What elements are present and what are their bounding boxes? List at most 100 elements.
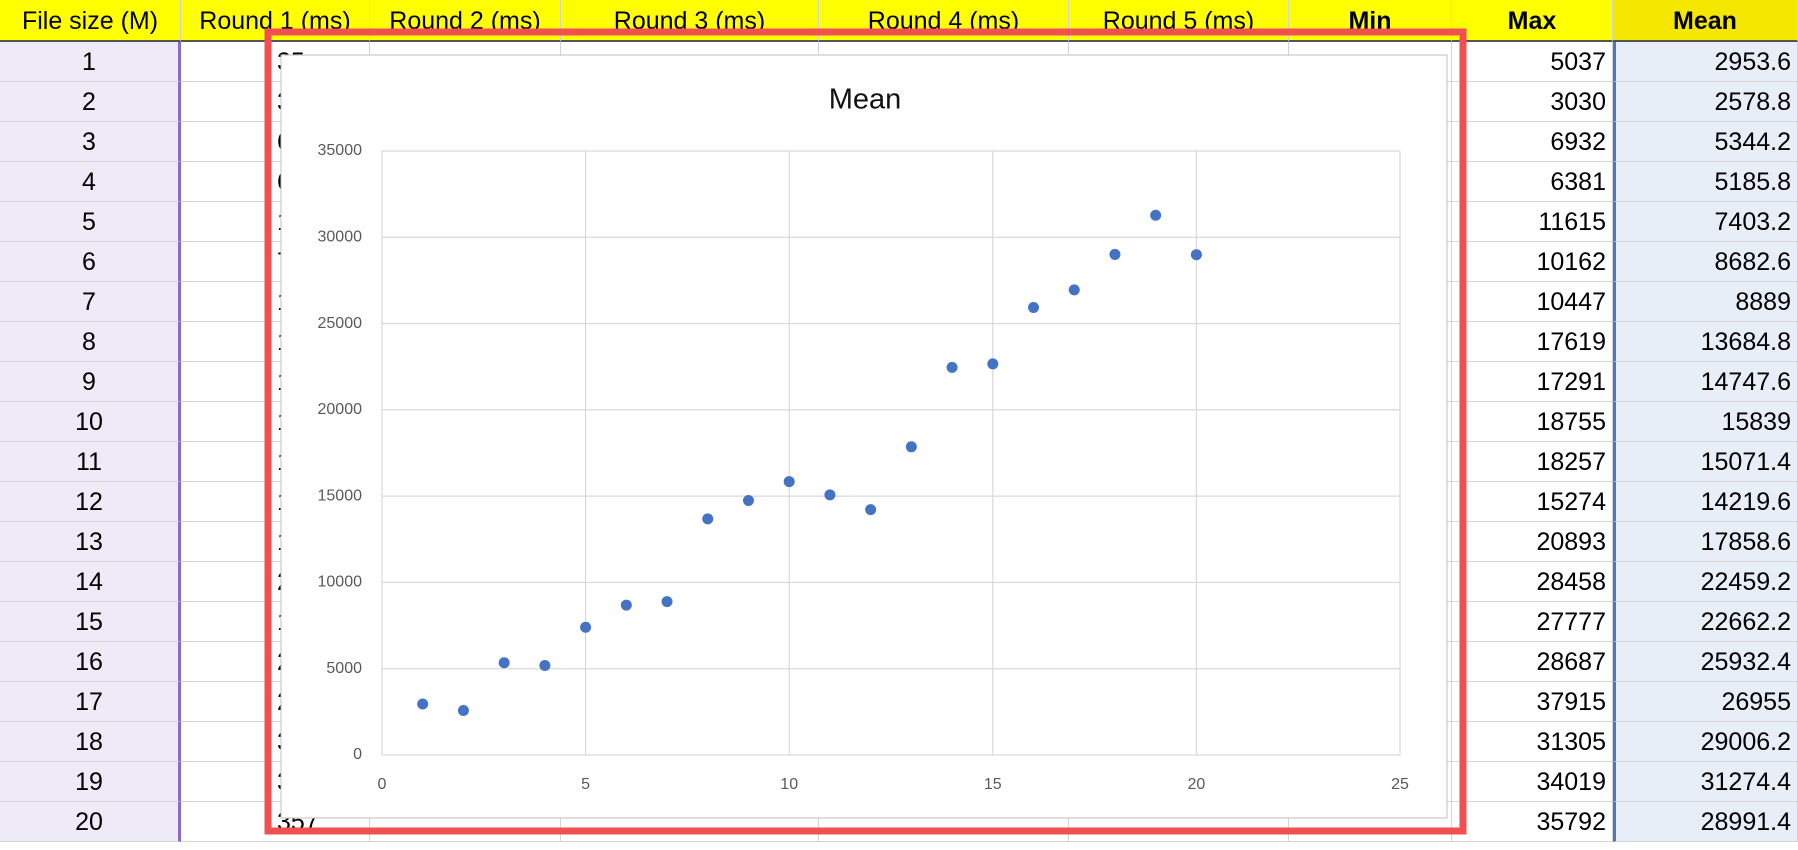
point (946, 361, 958, 373)
file-size-cell[interactable]: 10 (0, 402, 181, 442)
empty-cell[interactable] (561, 802, 819, 842)
empty-cell[interactable] (1069, 802, 1289, 842)
mean-cell[interactable]: 29006.2 (1613, 722, 1798, 762)
file-size-cell[interactable]: 12 (0, 482, 181, 522)
point (457, 704, 469, 716)
file-size-cell[interactable]: 8 (0, 322, 181, 362)
file-size-cell[interactable]: 6 (0, 242, 181, 282)
max-cell[interactable]: 18755 (1452, 402, 1613, 442)
max-cell[interactable]: 37915 (1452, 682, 1613, 722)
y-tick-label: 5000 (326, 660, 362, 677)
mean-cell[interactable]: 22662.2 (1613, 602, 1798, 642)
point (987, 358, 999, 370)
chart-title: Mean (829, 84, 902, 116)
mean-cell[interactable]: 13684.8 (1613, 322, 1798, 362)
mean-cell[interactable]: 2953.6 (1613, 42, 1798, 82)
max-cell[interactable]: 17291 (1452, 362, 1613, 402)
file-size-cell[interactable]: 13 (0, 522, 181, 562)
file-size-cell[interactable]: 20 (0, 802, 181, 842)
file-size-cell[interactable]: 18 (0, 722, 181, 762)
max-cell[interactable]: 27777 (1452, 602, 1613, 642)
file-size-cell[interactable]: 5 (0, 202, 181, 242)
y-tick-label: 0 (353, 746, 362, 763)
mean-cell[interactable]: 7403.2 (1613, 202, 1798, 242)
point (702, 513, 714, 525)
column-header[interactable]: File size (M) (0, 0, 181, 42)
point (824, 489, 836, 501)
max-cell[interactable]: 34019 (1452, 762, 1613, 802)
y-tick-label: 20000 (318, 401, 363, 418)
x-tick-label: 5 (581, 776, 590, 793)
max-cell[interactable]: 3030 (1452, 82, 1613, 122)
point (865, 504, 877, 516)
file-size-cell[interactable]: 19 (0, 762, 181, 802)
mean-cell[interactable]: 28991.4 (1613, 802, 1798, 842)
y-tick-label: 30000 (318, 229, 363, 246)
point (620, 599, 632, 611)
file-size-cell[interactable]: 15 (0, 602, 181, 642)
max-cell[interactable]: 28458 (1452, 562, 1613, 602)
empty-cell[interactable] (819, 802, 1069, 842)
empty-cell[interactable] (370, 802, 561, 842)
mean-cell[interactable]: 2578.8 (1613, 82, 1798, 122)
max-cell[interactable]: 5037 (1452, 42, 1613, 82)
mean-cell[interactable]: 5344.2 (1613, 122, 1798, 162)
file-size-cell[interactable]: 2 (0, 82, 181, 122)
y-tick-label: 35000 (318, 142, 363, 159)
mean-cell[interactable]: 26955 (1613, 682, 1798, 722)
max-cell[interactable]: 18257 (1452, 442, 1613, 482)
max-cell[interactable]: 15274 (1452, 482, 1613, 522)
mean-cell[interactable]: 8889 (1613, 282, 1798, 322)
point (580, 621, 592, 633)
point (661, 596, 673, 608)
point (1028, 301, 1040, 313)
mean-cell[interactable]: 15071.4 (1613, 442, 1798, 482)
x-tick-label: 20 (1188, 776, 1206, 793)
mean-cell[interactable]: 22459.2 (1613, 562, 1798, 602)
column-header[interactable]: Mean (1613, 0, 1798, 42)
point (905, 441, 917, 453)
mean-cell[interactable]: 25932.4 (1613, 642, 1798, 682)
max-cell[interactable]: 10447 (1452, 282, 1613, 322)
file-size-cell[interactable]: 4 (0, 162, 181, 202)
mean-cell[interactable]: 14747.6 (1613, 362, 1798, 402)
x-tick-label: 25 (1391, 776, 1409, 793)
mean-cell[interactable]: 14219.6 (1613, 482, 1798, 522)
max-cell[interactable]: 10162 (1452, 242, 1613, 282)
file-size-cell[interactable]: 16 (0, 642, 181, 682)
point (1190, 249, 1202, 261)
file-size-cell[interactable]: 1 (0, 42, 181, 82)
file-size-cell[interactable]: 11 (0, 442, 181, 482)
y-tick-label: 10000 (318, 574, 363, 591)
file-size-cell[interactable]: 9 (0, 362, 181, 402)
mean-cell[interactable]: 31274.4 (1613, 762, 1798, 802)
max-cell[interactable]: 35792 (1452, 802, 1613, 842)
max-cell[interactable]: 6932 (1452, 122, 1613, 162)
max-cell[interactable]: 6381 (1452, 162, 1613, 202)
y-tick-label: 25000 (318, 315, 363, 332)
max-cell[interactable]: 20893 (1452, 522, 1613, 562)
max-cell[interactable]: 11615 (1452, 202, 1613, 242)
point (417, 698, 429, 710)
point (1150, 209, 1162, 221)
max-cell[interactable]: 28687 (1452, 642, 1613, 682)
file-size-cell[interactable]: 7 (0, 282, 181, 322)
max-cell[interactable]: 17619 (1452, 322, 1613, 362)
mean-cell[interactable]: 17858.6 (1613, 522, 1798, 562)
chart-area[interactable] (280, 54, 1448, 819)
x-tick-label: 15 (984, 776, 1002, 793)
file-size-cell[interactable]: 3 (0, 122, 181, 162)
mean-cell[interactable]: 8682.6 (1613, 242, 1798, 282)
max-cell[interactable]: 31305 (1452, 722, 1613, 762)
empty-cell[interactable] (1289, 802, 1452, 842)
column-header[interactable]: Max (1452, 0, 1613, 42)
point (742, 494, 754, 506)
file-size-cell[interactable]: 17 (0, 682, 181, 722)
y-tick-label: 15000 (318, 487, 363, 504)
file-size-cell[interactable]: 14 (0, 562, 181, 602)
point (1109, 248, 1121, 260)
mean-cell[interactable]: 5185.8 (1613, 162, 1798, 202)
point (539, 660, 551, 672)
